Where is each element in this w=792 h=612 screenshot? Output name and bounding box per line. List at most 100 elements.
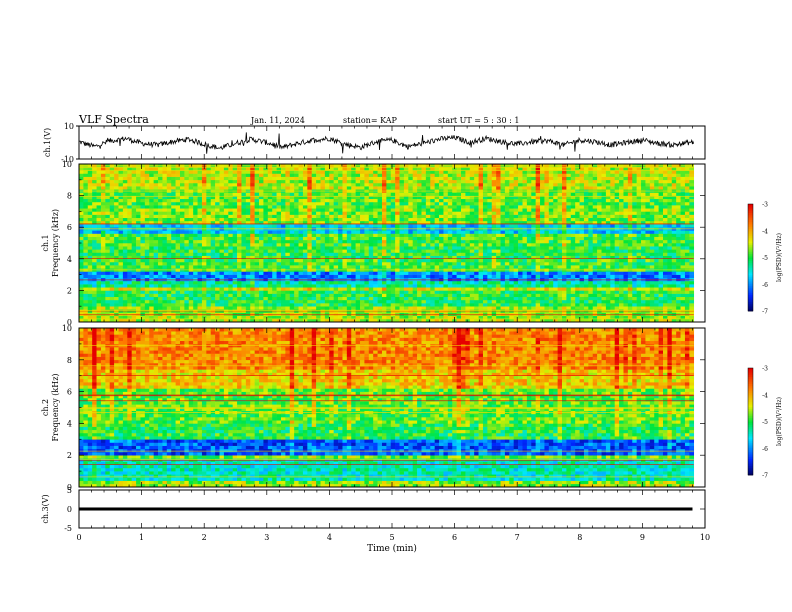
heatmap-cell — [193, 179, 198, 184]
heatmap-cell — [96, 249, 102, 253]
heatmap-cell — [179, 230, 185, 234]
heatmap-cell — [316, 243, 321, 247]
heatmap-cell — [219, 271, 225, 275]
heatmap-cell — [158, 271, 163, 275]
heatmap-cell — [474, 214, 479, 219]
heatmap-cell — [351, 299, 356, 304]
heatmap-cell — [373, 318, 378, 323]
heatmap-cell — [474, 224, 479, 228]
heatmap-cell — [210, 274, 216, 279]
heatmap-cell — [390, 195, 396, 200]
heatmap-cell — [342, 306, 348, 310]
heatmap-cell — [320, 195, 326, 200]
heatmap-cell — [158, 303, 163, 307]
heatmap-cell — [276, 239, 282, 244]
heatmap-cell — [215, 315, 220, 320]
heatmap-cell — [96, 290, 102, 294]
heatmap-cell — [452, 182, 457, 187]
heatmap-cell — [259, 249, 264, 253]
heatmap-cell — [496, 224, 501, 228]
heatmap-cell — [439, 211, 444, 215]
heatmap-cell — [346, 233, 352, 237]
heatmap-cell — [360, 243, 365, 247]
heatmap-cell — [474, 318, 479, 323]
heatmap-cell — [127, 220, 132, 225]
heatmap-cell — [171, 239, 176, 244]
heatmap-cell — [237, 173, 242, 177]
heatmap-cell — [298, 284, 304, 288]
heatmap-cell — [294, 195, 299, 200]
heatmap-cell — [100, 173, 106, 177]
heatmap-cell — [245, 274, 251, 279]
heatmap-cell — [162, 318, 168, 323]
heatmap-cell — [122, 224, 128, 228]
heatmap-cell — [105, 280, 111, 285]
heatmap-cell — [272, 230, 277, 234]
heatmap-cell — [122, 265, 128, 269]
heatmap-cell — [324, 198, 330, 203]
heatmap-cell — [215, 220, 220, 225]
heatmap-cell — [430, 306, 435, 310]
heatmap-cell — [434, 284, 440, 288]
heatmap-cell — [338, 274, 343, 279]
heatmap-cell — [285, 280, 291, 285]
heatmap-cell — [232, 261, 238, 266]
heatmap-cell — [100, 211, 106, 215]
heatmap-cell — [408, 255, 414, 260]
heatmap-cell — [430, 293, 435, 298]
heatmap-cell — [443, 211, 449, 215]
heatmap-cell — [223, 224, 229, 228]
heatmap-cell — [307, 290, 313, 294]
heatmap-cell — [360, 167, 365, 171]
heatmap-cell — [289, 233, 295, 237]
heatmap-cell — [223, 233, 229, 237]
heatmap-cell — [228, 249, 233, 253]
heatmap-cell — [430, 271, 435, 275]
heatmap-cell — [355, 312, 361, 316]
heatmap-cell — [311, 239, 317, 244]
heatmap-cell — [83, 258, 89, 263]
heatmap-cell — [395, 287, 400, 291]
heatmap-cell — [276, 176, 282, 181]
heatmap-cell — [351, 224, 356, 228]
heatmap-cell — [443, 233, 449, 237]
heatmap-cell — [320, 173, 326, 177]
heatmap-cell — [377, 201, 383, 206]
heatmap-cell — [250, 293, 255, 298]
heatmap-cell — [408, 290, 414, 294]
heatmap-cell — [461, 261, 466, 266]
heatmap-cell — [118, 239, 124, 244]
heatmap-cell — [210, 255, 216, 260]
heatmap-cell — [390, 208, 396, 212]
heatmap-cell — [131, 258, 137, 263]
heatmap-cell — [289, 236, 295, 241]
heatmap-cell — [276, 230, 282, 234]
heatmap-cell — [408, 224, 414, 228]
heatmap-cell — [324, 182, 330, 187]
heatmap-cell — [360, 217, 365, 222]
heatmap-cell — [447, 192, 453, 196]
heatmap-cell — [456, 211, 462, 215]
heatmap-cell — [232, 303, 238, 307]
heatmap-cell — [482, 208, 488, 212]
heatmap-cell — [140, 274, 146, 279]
heatmap-cell — [403, 274, 409, 279]
heatmap-cell — [452, 173, 457, 177]
heatmap-cell — [241, 299, 247, 304]
heatmap-cell — [368, 280, 374, 285]
heatmap-cell — [184, 173, 190, 177]
heatmap-cell — [430, 274, 435, 279]
heatmap-cell — [79, 284, 84, 288]
heatmap-cell — [381, 249, 387, 253]
heatmap-cell — [456, 186, 462, 190]
heatmap-cell — [408, 214, 414, 219]
heatmap-cell — [482, 252, 488, 256]
heatmap-cell — [188, 271, 194, 275]
heatmap-cell — [381, 290, 387, 294]
heatmap-cell — [223, 274, 229, 279]
heatmap-cell — [377, 265, 383, 269]
heatmap-cell — [166, 265, 172, 269]
heatmap-cell — [245, 299, 251, 304]
heatmap-cell — [346, 265, 352, 269]
heatmap-cell — [447, 261, 453, 266]
